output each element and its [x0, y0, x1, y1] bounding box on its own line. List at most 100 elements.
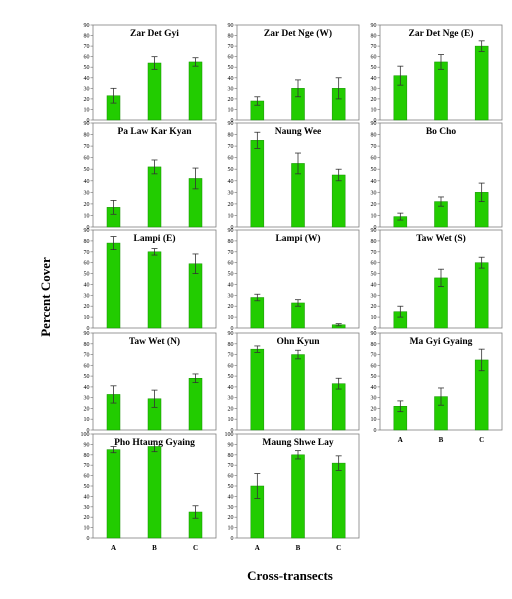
y-tick-label: 50	[228, 167, 234, 173]
panel-title: Pa Law Kar Kyan	[118, 127, 193, 137]
y-tick-label: 10	[84, 213, 90, 219]
y-tick-label: 20	[84, 97, 90, 103]
y-tick-label: 90	[228, 121, 234, 127]
y-tick-label: 40	[84, 385, 90, 391]
y-tick-label: 20	[228, 304, 234, 310]
y-tick-label: 30	[228, 86, 234, 92]
x-tick-label: C	[479, 436, 484, 444]
x-tick-label: C	[193, 544, 198, 552]
y-tick-label: 50	[84, 272, 90, 278]
panel-title: Zar Det Gyi	[130, 29, 179, 39]
y-tick-label: 10	[84, 107, 90, 113]
bar-c	[474, 45, 489, 121]
y-tick-label: 70	[228, 144, 234, 150]
y-tick-label: 10	[371, 315, 377, 321]
y-tick-label: 70	[371, 250, 377, 256]
x-tick-label: A	[255, 544, 260, 552]
bar-a	[250, 140, 265, 228]
panel-title: Maung Shwe Lay	[262, 438, 334, 448]
y-tick-label: 20	[371, 97, 377, 103]
y-tick-label: 50	[371, 65, 377, 71]
y-tick-label: 40	[371, 76, 377, 82]
y-tick-label: 20	[84, 406, 90, 412]
panel-title: Lampi (W)	[275, 233, 320, 244]
y-tick-label: 80	[371, 34, 377, 40]
bar-b	[147, 166, 162, 228]
y-tick-label: 80	[228, 453, 234, 459]
y-tick-label: 70	[84, 463, 90, 469]
y-tick-label: 40	[371, 282, 377, 288]
y-tick-label: 50	[228, 484, 234, 490]
y-tick-label: 30	[84, 505, 90, 511]
y-tick-label: 50	[371, 272, 377, 278]
y-tick-label: 80	[228, 34, 234, 40]
panel-title: Ma Gyi Gyaing	[410, 337, 473, 347]
y-tick-label: 100	[81, 432, 90, 438]
y-tick-label: 60	[84, 156, 90, 162]
y-tick-label: 90	[228, 331, 234, 337]
y-tick-label: 80	[84, 342, 90, 348]
y-tick-label: 70	[228, 463, 234, 469]
y-tick-label: 30	[228, 190, 234, 196]
y-tick-label: 20	[228, 515, 234, 521]
y-tick-label: 20	[84, 515, 90, 521]
panel-zar-det-gyi: 0 10 20 30 40 50 60 70 80 90 Zar Det Gyi	[84, 23, 217, 124]
panel-lampi-e: 0 10 20 30 40 50 60 70 80 90 Lampi (E)	[84, 228, 217, 332]
y-tick-label: 20	[84, 202, 90, 208]
y-tick-label: 30	[84, 190, 90, 196]
y-tick-label: 10	[371, 107, 377, 113]
panel-ohn-kyun: 0 10 20 30 40 50 60 70 80 90 Ohn Kyun	[228, 331, 360, 434]
y-tick-label: 40	[84, 76, 90, 82]
y-tick-label: 0	[231, 225, 234, 231]
panel-taw-wet-s: 0 10 20 30 40 50 60 70 80 90 Taw Wet (S)	[371, 228, 503, 332]
x-tick-label: A	[111, 544, 116, 552]
bar-c	[188, 61, 203, 121]
y-tick-label: 60	[228, 363, 234, 369]
panel-bo-cho: 0 10 20 30 40 50 60 70 80 90 Bo Cho	[371, 121, 503, 231]
y-tick-label: 60	[84, 55, 90, 61]
y-tick-label: 90	[84, 442, 90, 448]
y-tick-label: 60	[371, 156, 377, 162]
panel-taw-wet-n: 0 10 20 30 40 50 60 70 80 90 Taw Wet (N)	[84, 331, 217, 434]
bar-c	[474, 262, 489, 329]
y-tick-label: 60	[84, 261, 90, 267]
y-tick-label: 0	[231, 118, 234, 124]
bar-a	[250, 297, 265, 329]
y-tick-label: 30	[84, 396, 90, 402]
y-tick-label: 90	[228, 23, 234, 29]
y-tick-label: 80	[84, 239, 90, 245]
x-tick-label: B	[439, 436, 444, 444]
y-tick-label: 10	[84, 526, 90, 532]
panel-zar-det-nge-e: 0 10 20 30 40 50 60 70 80 90 Zar Det Nge (E)	[371, 23, 503, 124]
y-tick-label: 10	[84, 417, 90, 423]
y-tick-label: 80	[84, 34, 90, 40]
panel-naung-wee: 0 10 20 30 40 50 60 70 80 90 Naung Wee	[228, 121, 360, 231]
y-tick-label: 90	[84, 23, 90, 29]
y-tick-label: 50	[84, 65, 90, 71]
y-tick-label: 40	[371, 179, 377, 185]
y-tick-label: 0	[374, 326, 377, 332]
y-tick-label: 40	[84, 494, 90, 500]
y-tick-label: 90	[228, 228, 234, 234]
y-tick-label: 50	[371, 374, 377, 380]
y-tick-label: 70	[228, 353, 234, 359]
y-tick-label: 70	[371, 353, 377, 359]
y-tick-label: 0	[231, 536, 234, 542]
y-tick-label: 50	[228, 374, 234, 380]
y-tick-label: 30	[228, 293, 234, 299]
y-tick-label: 0	[374, 118, 377, 124]
y-tick-label: 50	[84, 484, 90, 490]
y-tick-label: 90	[228, 442, 234, 448]
y-tick-label: 90	[84, 228, 90, 234]
x-tick-label: A	[398, 436, 403, 444]
y-tick-label: 90	[371, 121, 377, 127]
y-tick-label: 40	[228, 179, 234, 185]
x-tick-label: B	[152, 544, 157, 552]
bar-b	[147, 62, 162, 121]
y-tick-label: 0	[374, 225, 377, 231]
panel-title: Taw Wet (N)	[129, 336, 180, 347]
bar-b	[147, 251, 162, 329]
bar-a	[106, 449, 121, 539]
y-tick-label: 60	[228, 55, 234, 61]
panel-title: Zar Det Nge (W)	[264, 28, 332, 39]
